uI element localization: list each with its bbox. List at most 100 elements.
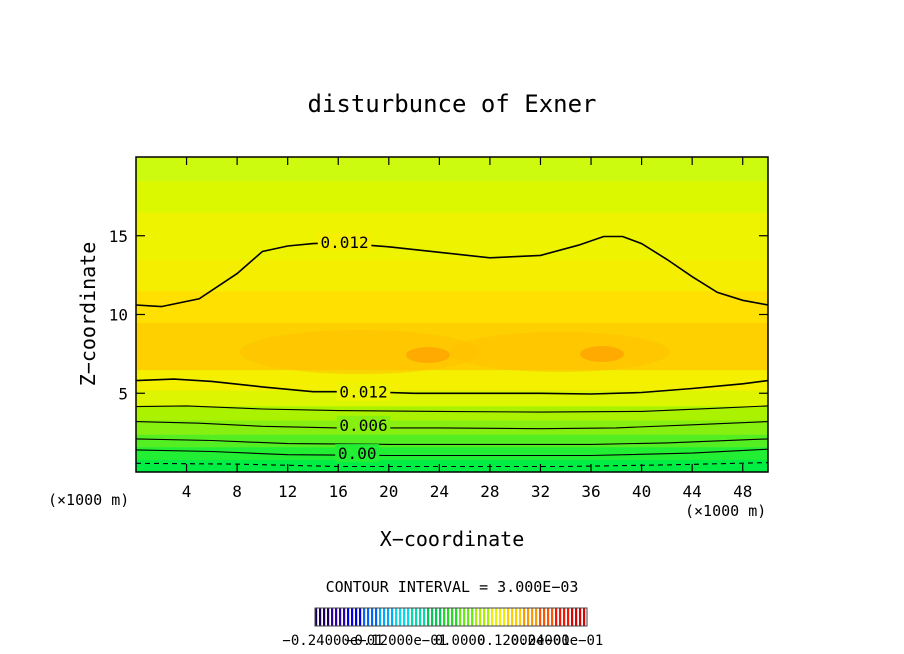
colorbar-stripe — [351, 608, 354, 626]
colorbar-stripe — [399, 608, 402, 626]
contour-label: 0.00 — [338, 444, 377, 463]
colorbar-stripe — [527, 608, 530, 626]
colorbar-label: −0.12000e−01 — [346, 633, 447, 649]
colorbar-stripe — [547, 608, 550, 626]
colorbar-stripe — [443, 608, 446, 626]
exner-max-core-left — [240, 330, 480, 374]
colorbar-stripe — [359, 608, 362, 626]
color-band-10 — [136, 212, 768, 260]
colorbar-stripe — [411, 608, 414, 626]
contour-line-5 — [136, 448, 768, 457]
colorbar-labels: −0.24000e−01−0.12000e−010.00000.12000e−0… — [282, 633, 603, 649]
colorbar-stripe — [503, 608, 506, 626]
contour-interval: CONTOUR INTERVAL = 3.000E−03 — [326, 578, 579, 596]
colorbar-stripe — [355, 608, 358, 626]
colorbar-stripe — [439, 608, 442, 626]
colorbar-stripe — [339, 608, 342, 626]
colorbar-stripe — [363, 608, 366, 626]
colorbar-stripe — [455, 608, 458, 626]
contour-line-3 — [136, 421, 768, 430]
colorbar-stripe — [407, 608, 410, 626]
colorbar-stripe — [551, 608, 554, 626]
colorbar-stripe — [507, 608, 510, 626]
colorbar-stripe — [515, 608, 518, 626]
colorbar-stripe — [571, 608, 574, 626]
colorbar-stripe — [583, 608, 586, 626]
contour-label: 0.006 — [339, 416, 387, 435]
x-axis-ticks: 4 8 12 16 20 24 28 32 36 40 44 48 — [182, 157, 752, 501]
x-axis-label: X−coordinate — [380, 527, 525, 551]
colorbar-stripe — [367, 608, 370, 626]
colorbar-stripe — [419, 608, 422, 626]
colorbar-stripe — [463, 608, 466, 626]
colorbar-stripe — [327, 608, 330, 626]
colorbar-stripe — [559, 608, 562, 626]
contour-line-1 — [136, 378, 768, 395]
colorbar-stripe — [539, 608, 542, 626]
color-band-9 — [136, 259, 768, 292]
colorbar-stripe — [435, 608, 438, 626]
colorbar-stripe — [335, 608, 338, 626]
colorbar-stripe — [447, 608, 450, 626]
colorbar-stripe — [383, 608, 386, 626]
colorbar-stripe — [467, 608, 470, 626]
x-unit-label-left: (×1000 m) — [48, 491, 129, 509]
colorbar-label: 0.24000e−01 — [511, 633, 604, 649]
x-tick-label: 8 — [232, 482, 242, 501]
colorbar-stripe — [535, 608, 538, 626]
x-tick-label: 16 — [329, 482, 348, 501]
color-band-11 — [136, 180, 768, 213]
colorbar-stripe — [427, 608, 430, 626]
y-tick-label: 15 — [109, 227, 128, 246]
colorbar-stripe — [543, 608, 546, 626]
colorbar-stripe — [343, 608, 346, 626]
x-tick-label: 4 — [182, 482, 192, 501]
color-band-3 — [136, 420, 768, 435]
colorbar-stripe — [523, 608, 526, 626]
x-tick-label: 20 — [379, 482, 398, 501]
colorbar-stripe — [475, 608, 478, 626]
x-tick-label: 12 — [278, 482, 297, 501]
x-tick-label: 40 — [632, 482, 651, 501]
colorbar — [314, 607, 588, 627]
x-tick-label: 48 — [733, 482, 752, 501]
contour-label-bg — [317, 233, 372, 252]
contour-line-0 — [136, 235, 768, 308]
colorbar-stripe — [451, 608, 454, 626]
colorbar-stripe — [375, 608, 378, 626]
colorbar-frame — [314, 607, 588, 627]
colorbar-label: 0.12000e−01 — [477, 633, 570, 649]
contour-label-bg — [336, 415, 391, 434]
colorbar-stripe — [499, 608, 502, 626]
colorbar-stripe — [319, 608, 322, 626]
color-band-6 — [136, 369, 768, 391]
colorbar-label: 0.0000 — [435, 633, 486, 649]
colorbar-stripe — [323, 608, 326, 626]
colorbar-stripe — [531, 608, 534, 626]
colorbar-stripe — [403, 608, 406, 626]
colorbar-stripe — [575, 608, 578, 626]
colorbar-stripe — [479, 608, 482, 626]
colorbar-stripe — [371, 608, 374, 626]
colorbar-stripe — [487, 608, 490, 626]
colorbar-stripe — [519, 608, 522, 626]
y-axis-ticks: 5 10 15 — [109, 227, 768, 403]
colorbar-stripe — [555, 608, 558, 626]
y-axis-label: Z−coordinate — [76, 242, 100, 387]
color-band-12 — [136, 157, 768, 182]
contour-line-2 — [136, 405, 768, 413]
colorbar-stripe — [387, 608, 390, 626]
colorbar-stripe — [395, 608, 398, 626]
color-band-0 — [136, 459, 768, 472]
x-unit-label-right: (×1000 m) — [685, 502, 766, 520]
y-tick-label: 10 — [109, 306, 128, 325]
contour-line-4 — [136, 438, 768, 445]
contour-label: 0.012 — [320, 233, 368, 252]
plot-area — [136, 157, 768, 472]
x-tick-label: 44 — [683, 482, 702, 501]
colorbar-stripe — [347, 608, 350, 626]
colorbar-stripe — [431, 608, 434, 626]
color-band-8 — [136, 290, 768, 323]
contour-label-bg — [335, 444, 380, 463]
